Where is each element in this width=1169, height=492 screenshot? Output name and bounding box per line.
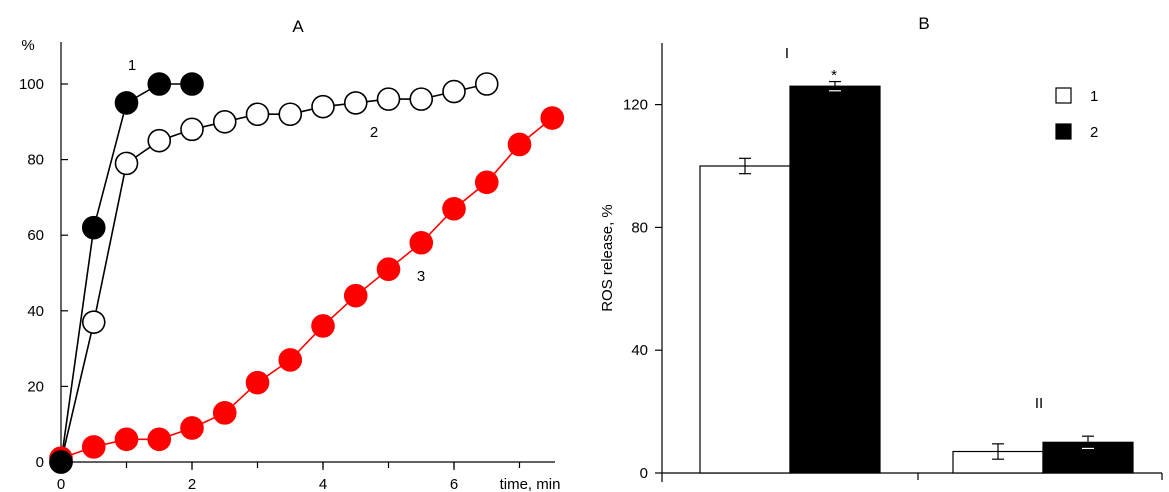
series-2-point: [81, 310, 106, 334]
legend-swatch-2: [1055, 123, 1072, 140]
series-label-3: 3: [417, 268, 425, 285]
panel-b-y-tick-label: 0: [640, 465, 648, 482]
panel-b-bars: [699, 80, 1134, 474]
series-3-point: [376, 257, 401, 282]
series-1-point: [81, 215, 106, 240]
bar-I-series-2: [789, 85, 881, 474]
series-2-point: [114, 151, 139, 176]
series-2-point: [212, 110, 237, 134]
panel-a-line-chart: A % 0 20 40 60 80 100 0 2 4 6 time, min 1 2 3: [19, 17, 565, 492]
series-3-point: [180, 416, 204, 440]
series-1-point: [180, 72, 204, 96]
panel-a-title: A: [292, 17, 304, 36]
series-3-point: [245, 370, 270, 395]
legend-label-1: 1: [1090, 88, 1098, 105]
bar-I-series-1: [699, 165, 791, 474]
panel-a-y-tick-label: 0: [36, 454, 44, 471]
series-1-point: [114, 91, 139, 115]
series-3-point: [81, 435, 106, 459]
series-3-point: [507, 132, 532, 157]
series-3-point: [409, 230, 434, 255]
series-3-point: [147, 427, 172, 452]
series-2-point: [474, 72, 499, 96]
panel-a-series-points: [49, 72, 565, 474]
panel-a-y-tick-label: 40: [27, 303, 44, 320]
series-2-point: [147, 128, 172, 153]
panel-a-y-tick-label: 100: [19, 76, 44, 93]
panel-a-y-axis-label: %: [21, 37, 34, 54]
series-2-point: [311, 94, 335, 119]
category-label-i: I: [785, 45, 789, 62]
panel-b-y-tick-label: 80: [631, 219, 648, 236]
panel-b-bar-chart: B ROS release, % 0 40 80 120 I II * 1 2: [599, 14, 1163, 482]
series-label-1: 1: [128, 57, 136, 74]
series-1-point: [49, 450, 73, 474]
series-3-point: [442, 196, 466, 221]
legend: 1 2: [1055, 87, 1098, 141]
series-2-point: [442, 79, 466, 104]
series-3-point: [278, 348, 303, 372]
panel-b-ticks: 0 40 80 120: [623, 97, 662, 482]
panel-a-x-axis-label: time, min: [500, 476, 561, 492]
series-2-point: [245, 102, 270, 127]
category-label-ii: II: [1035, 395, 1043, 412]
panel-a-x-tick-label: 6: [450, 476, 458, 492]
panel-a-y-tick-label: 20: [27, 378, 44, 395]
series-3-point: [540, 106, 565, 130]
series-3-line: [60, 117, 553, 459]
panel-a-x-tick-label: 4: [319, 476, 327, 492]
series-2-point: [180, 117, 204, 142]
series-3-point: [343, 283, 368, 308]
series-3-point: [474, 170, 499, 195]
panel-b-title: B: [918, 14, 929, 33]
panel-a-y-tick-label: 60: [27, 227, 44, 244]
panel-a-ticks: 0 20 40 60 80 100 0 2 4 6: [19, 76, 521, 492]
series-2-point: [409, 87, 434, 111]
series-3-point: [114, 427, 139, 452]
panel-b-y-tick-label: 120: [623, 97, 648, 114]
series-label-2: 2: [370, 124, 378, 141]
legend-label-2: 2: [1090, 124, 1098, 141]
series-1-point: [147, 72, 172, 96]
significance-asterisk: *: [831, 67, 837, 84]
panel-b-y-tick-label: 40: [631, 342, 648, 359]
series-3-point: [311, 314, 335, 338]
panel-a-y-tick-label: 80: [27, 152, 44, 169]
panel-b-y-axis-label: ROS release, %: [599, 204, 616, 312]
panel-a-series-lines: [60, 83, 553, 463]
series-2-point: [376, 87, 401, 111]
panel-a-x-tick-label: 2: [188, 476, 196, 492]
series-1-line: [60, 83, 192, 463]
series-3-point: [212, 401, 237, 425]
series-2-point: [343, 91, 368, 115]
legend-swatch-1: [1055, 87, 1072, 104]
panel-a-x-tick-label: 0: [57, 476, 65, 492]
series-2-point: [278, 102, 303, 127]
